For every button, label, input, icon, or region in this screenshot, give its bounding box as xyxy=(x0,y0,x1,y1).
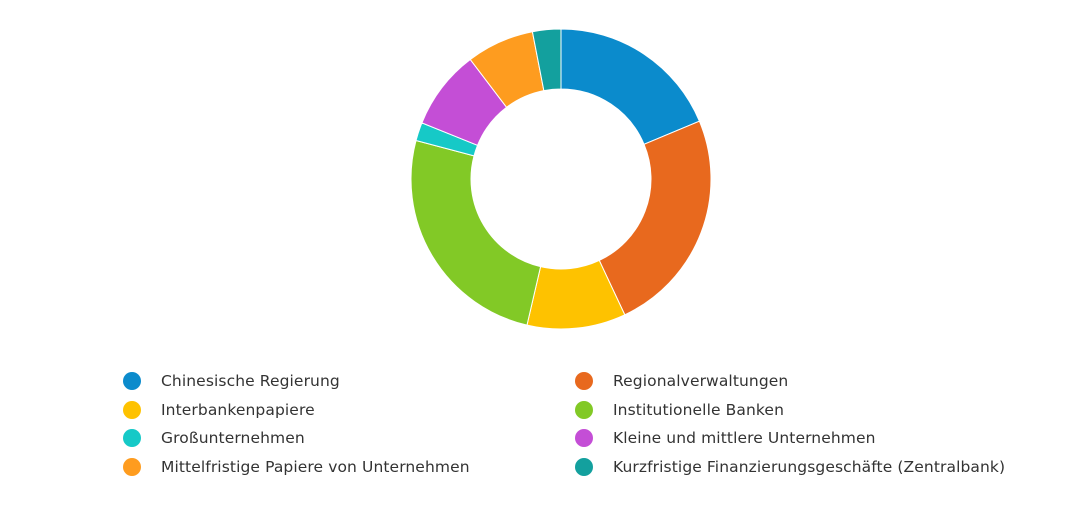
chart-legend: Chinesische Regierung Regionalverwaltung… xyxy=(123,368,1063,488)
legend-label: Chinesische Regierung xyxy=(161,372,340,390)
legend-label: Interbankenpapiere xyxy=(161,401,315,419)
slice-institutionelle-banken[interactable] xyxy=(410,139,542,326)
legend-label: Institutionelle Banken xyxy=(613,401,784,419)
legend-item-institutionelle-banken[interactable]: Institutionelle Banken xyxy=(575,399,784,421)
legend-item-mittelfristige-papiere[interactable]: Mittelfristige Papiere von Unternehmen xyxy=(123,456,470,478)
legend-marker-icon xyxy=(575,401,593,419)
legend-marker-icon xyxy=(123,429,141,447)
legend-label: Großunternehmen xyxy=(161,429,305,447)
slice-chinesische-regierung[interactable] xyxy=(560,28,701,145)
legend-marker-icon xyxy=(123,372,141,390)
legend-marker-icon xyxy=(575,372,593,390)
legend-item-interbankenpapiere[interactable]: Interbankenpapiere xyxy=(123,399,315,421)
legend-marker-icon xyxy=(123,401,141,419)
legend-marker-icon xyxy=(575,458,593,476)
legend-label: Regionalverwaltungen xyxy=(613,372,789,390)
legend-item-regionalverwaltungen[interactable]: Regionalverwaltungen xyxy=(575,370,788,392)
legend-marker-icon xyxy=(123,458,141,476)
legend-marker-icon xyxy=(575,429,593,447)
slice-kurzfristige-finanzierungsgeschaefte-zentralbank[interactable] xyxy=(531,28,562,92)
legend-item-grossunternehmen[interactable]: Großunternehmen xyxy=(123,427,305,449)
legend-item-kleine-und-mittlere-unternehmen[interactable]: Kleine und mittlere Unternehmen xyxy=(575,427,876,449)
donut-slices xyxy=(410,28,712,330)
legend-item-chinesische-regierung[interactable]: Chinesische Regierung xyxy=(123,370,340,392)
slice-regionalverwaltungen[interactable] xyxy=(598,120,712,316)
legend-item-kurzfristige-finanzierungsgeschaefte[interactable]: Kurzfristige Finanzierungsgeschäfte (Zen… xyxy=(575,456,1005,478)
donut-chart-plot xyxy=(410,28,712,330)
legend-label: Kurzfristige Finanzierungsgeschäfte (Zen… xyxy=(613,458,1006,476)
legend-label: Mittelfristige Papiere von Unternehmen xyxy=(161,458,470,476)
legend-label: Kleine und mittlere Unternehmen xyxy=(613,429,876,447)
